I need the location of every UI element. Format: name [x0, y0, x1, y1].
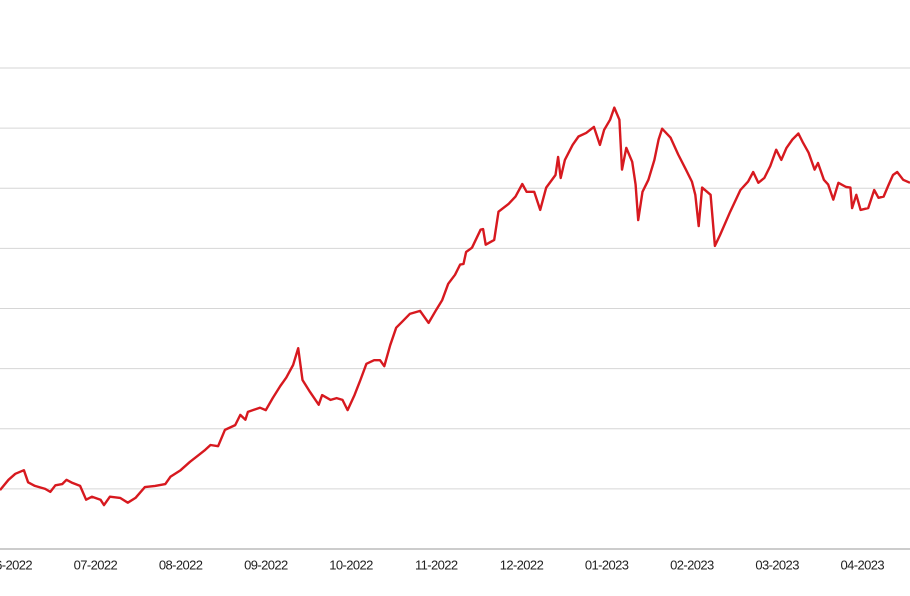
x-tick-label: 12-2022 [500, 557, 544, 572]
x-tick-label: 07-2022 [74, 557, 118, 572]
data-line [0, 106, 910, 507]
x-tick-label: 02-2023 [670, 557, 714, 572]
x-tick-label: 03-2023 [755, 557, 799, 572]
x-tick-label: 08-2022 [159, 557, 203, 572]
x-tick-label: 11-2022 [415, 557, 458, 572]
x-tick-label: 01-2023 [585, 557, 629, 572]
x-tick-label: 10-2022 [329, 557, 373, 572]
x-tick-label: 06-2022 [0, 557, 32, 572]
x-tick-label: 04-2023 [841, 557, 885, 572]
x-tick-label: 09-2022 [244, 557, 288, 572]
